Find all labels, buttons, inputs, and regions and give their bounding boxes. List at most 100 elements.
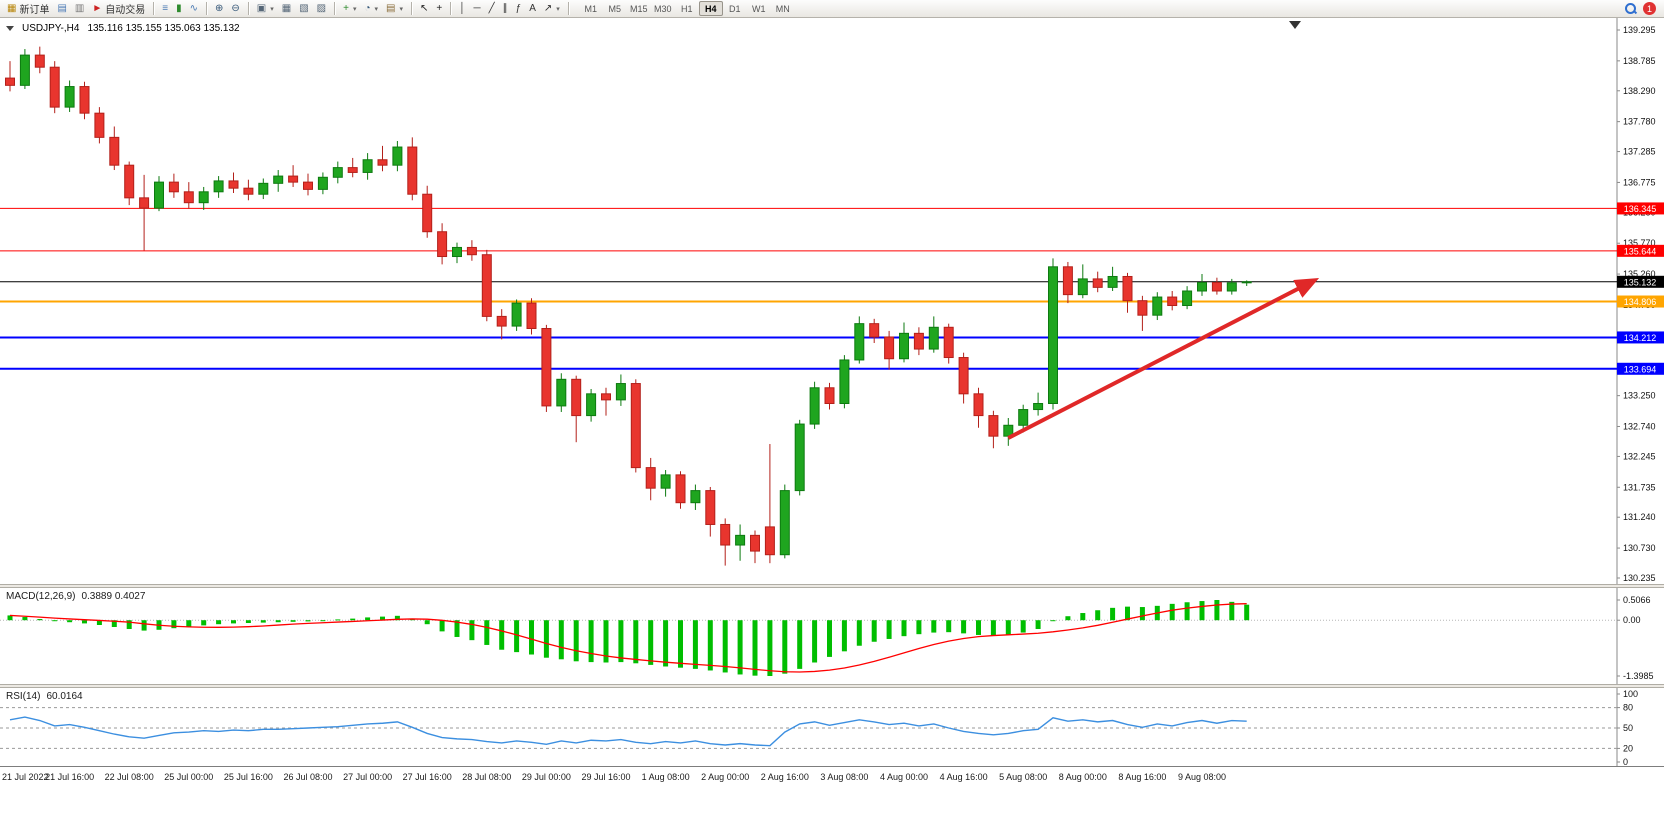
macd-axis-label: -1.3985 [1623,671,1654,681]
macd-chart[interactable]: 0.5066 0.00 -1.3985 [0,588,1664,684]
line-chart-button[interactable]: ∿ [186,1,202,17]
macd-bar [946,620,952,633]
candle [794,419,805,496]
candle [198,186,209,210]
candle [586,388,597,422]
price-axis-label: 132.740 [1623,421,1656,431]
cascade-windows-button[interactable]: ▧ [295,1,312,17]
fibonacci-icon: ƒ [515,2,522,14]
main-chart[interactable]: 139.295 138.785 138.290 137.780 137.285 136.7… [0,18,1664,584]
panel-splitter[interactable] [0,684,1664,688]
zoom-in-icon: ⊕ [215,2,224,14]
candle [1033,392,1044,416]
channel-button[interactable]: ∥ [499,1,512,17]
timeframe-button-d1[interactable]: D1 [723,1,747,16]
cursor-button[interactable]: ↖ [416,1,432,17]
arrange-windows-icon: ▨ [316,2,327,14]
macd-bar [678,620,683,668]
candle [437,223,448,265]
zoom-in-button[interactable]: ⊕ [211,1,227,17]
arrange-windows-button[interactable]: ▨ [313,1,330,17]
cursor-icon: ↖ [420,2,429,14]
arrows-button[interactable]: ↗ ▾ [540,1,564,17]
crosshair-icon: + [436,2,443,14]
macd-bar [439,620,445,632]
macd-bar [186,620,192,627]
price-badge-label: 135.644 [1624,246,1657,256]
candle [94,107,105,144]
time-axis-label: 2 Aug 00:00 [701,772,750,782]
profiles-button[interactable]: ▥ [71,1,88,17]
timeframe-button-mn[interactable]: MN [771,1,795,16]
macd-bar [529,620,534,655]
new-order-button[interactable]: ▦ 新订单 [3,1,53,17]
timeframe-button-m5[interactable]: M5 [603,1,627,16]
crosshair-button[interactable]: + [432,1,446,17]
time-axis-label: 21 Jul 16:00 [45,772,95,782]
price-axis-label: 130.235 [1623,573,1656,583]
horizontal-line-button[interactable]: ─ [470,1,485,17]
candle [79,81,90,120]
time-axis-label: 27 Jul 16:00 [402,772,452,782]
candle [750,530,760,564]
rsi-chart[interactable]: 100 80 50 20 0 [0,688,1664,766]
new-chart-button[interactable]: ▣ ▾ [253,1,278,17]
macd-bar [216,620,222,625]
macd-bar [1005,620,1011,635]
bottom-spacer [0,788,1664,837]
notification-badge[interactable]: 1 [1643,2,1656,15]
macd-bar [737,620,743,675]
fibonacci-button[interactable]: ƒ [512,1,526,17]
candles-layer [5,46,1252,566]
macd-bar [335,619,341,621]
macd-bar [663,620,669,667]
trendline-button[interactable]: ╱ [485,1,499,17]
chart-shift-marker[interactable] [1289,21,1301,29]
candle [5,61,15,92]
candle [154,176,164,212]
panel-splitter[interactable] [0,584,1664,588]
candle [1226,278,1237,295]
text-button[interactable]: A [525,1,540,17]
candle [1122,272,1133,313]
rsi-axis-label: 0 [1623,757,1628,766]
macd-bar [841,620,847,652]
rsi-axis-label: 100 [1623,689,1638,699]
candle [615,374,626,406]
macd-bar [424,620,430,625]
time-axis-label: 27 Jul 00:00 [343,772,393,782]
tile-windows-button[interactable]: ▦ [278,1,295,17]
macd-bar [1035,620,1041,629]
candle [452,242,462,264]
timeframe-button-w1[interactable]: W1 [747,1,771,16]
auto-trading-button[interactable]: ► 自动交易 [88,1,149,17]
candle [675,471,686,509]
templates-button[interactable]: ▤ ▾ [382,1,407,17]
timeframe-button-h4[interactable]: H4 [698,1,723,16]
one-click-trading-icon[interactable] [6,26,14,31]
toolbar-right: 1 [1623,1,1661,16]
timeframe-button-h1[interactable]: H1 [675,1,699,16]
trend-arrow[interactable] [1007,277,1320,440]
timeframe-button-m30[interactable]: M30 [651,1,675,16]
bar-chart-button[interactable]: ≡ [158,1,172,17]
macd-signal-line [9,603,1247,673]
candle [377,145,388,172]
timeframe-button-m1[interactable]: M1 [579,1,603,16]
indicators-button[interactable]: + ▾ [339,1,360,17]
vertical-line-button[interactable]: │ [455,1,469,17]
chart-window-button[interactable]: ▤ [53,1,70,17]
price-axis-label: 136.775 [1623,177,1656,187]
search-icon[interactable] [1623,1,1638,16]
price-axis-label: 131.240 [1623,512,1656,522]
candlestick-chart-button[interactable]: ▮ [172,1,186,17]
line-chart-icon: ∿ [189,2,199,14]
macd-bar [96,620,102,625]
candle [943,323,954,364]
zoom-out-button[interactable]: ⊖ [227,1,243,17]
periods-button[interactable]: ◔ ▾ [360,1,382,17]
price-axis-label: 139.295 [1623,25,1656,35]
candle [735,524,746,561]
candle [64,80,75,112]
timeframe-button-m15[interactable]: M15 [627,1,651,16]
